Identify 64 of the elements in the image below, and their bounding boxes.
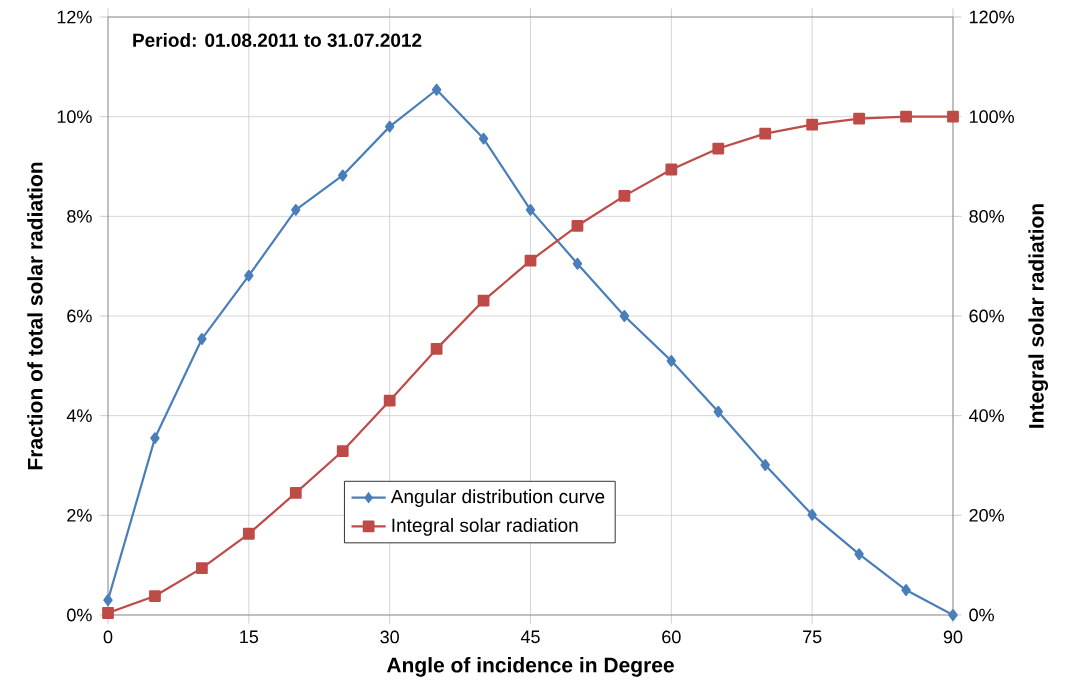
point bbox=[103, 594, 113, 606]
point bbox=[244, 269, 254, 282]
x-tick-label: 60 bbox=[662, 630, 681, 644]
point bbox=[619, 310, 630, 322]
point bbox=[665, 163, 678, 176]
y-tick-label: 8% bbox=[67, 209, 92, 223]
point bbox=[760, 459, 770, 471]
y2-tick-label: 20% bbox=[969, 508, 1004, 522]
point bbox=[807, 508, 817, 521]
y-tick-label: 6% bbox=[67, 309, 92, 323]
point bbox=[149, 590, 161, 602]
point bbox=[524, 254, 537, 267]
y2-tick-label: 80% bbox=[969, 209, 1004, 223]
point bbox=[431, 83, 442, 96]
y-tick-label: 0% bbox=[67, 608, 92, 622]
point bbox=[336, 445, 349, 457]
y2-axis-title: Integral solar radiation bbox=[1028, 204, 1049, 428]
y-tick-label: 12% bbox=[57, 10, 92, 24]
point bbox=[618, 190, 631, 202]
point bbox=[572, 257, 583, 270]
x-tick-label: 45 bbox=[520, 630, 540, 644]
point bbox=[383, 394, 396, 407]
y2-tick-label: 60% bbox=[969, 309, 1004, 323]
x-tick-label: 90 bbox=[943, 630, 963, 644]
point bbox=[806, 118, 819, 131]
point bbox=[430, 342, 443, 355]
point bbox=[478, 132, 489, 145]
point bbox=[901, 584, 911, 596]
point bbox=[759, 127, 772, 140]
y-tick-label: 10% bbox=[57, 110, 92, 124]
y-tick-label: 2% bbox=[67, 508, 92, 522]
x-tick-label: 30 bbox=[380, 630, 399, 644]
point bbox=[150, 432, 160, 444]
point bbox=[338, 169, 348, 182]
point bbox=[854, 548, 864, 561]
y2-tick-label: 100% bbox=[969, 110, 1014, 124]
point bbox=[197, 333, 207, 345]
point bbox=[291, 203, 301, 216]
y2-tick-label: 120% bbox=[969, 10, 1014, 24]
point bbox=[712, 142, 725, 155]
point bbox=[947, 110, 959, 123]
point bbox=[900, 110, 912, 123]
x-tick-label: 15 bbox=[240, 630, 259, 644]
x-axis-title: Angle of incidence in Degree bbox=[386, 657, 674, 677]
point bbox=[384, 120, 395, 133]
y2-tick-label: 0% bbox=[969, 608, 994, 622]
point bbox=[242, 527, 255, 540]
point bbox=[713, 405, 723, 418]
annotation: Period: 01.08.2011 to 31.07.2012 bbox=[133, 33, 422, 48]
y-tick-label: 4% bbox=[66, 409, 92, 422]
point bbox=[477, 294, 490, 307]
point bbox=[853, 112, 866, 125]
point bbox=[102, 607, 114, 619]
y2-tick-label: 40% bbox=[969, 409, 1004, 423]
legend-label: Integral solar radiation bbox=[392, 518, 578, 536]
point bbox=[666, 354, 677, 367]
point bbox=[571, 219, 584, 232]
point bbox=[289, 487, 302, 499]
point bbox=[525, 203, 536, 216]
y-axis-title: Fraction of total solar radiation bbox=[27, 162, 43, 470]
legend-label: Angular distribution curve bbox=[390, 489, 605, 508]
x-tick-label: 0 bbox=[103, 630, 113, 644]
point bbox=[195, 562, 208, 575]
x-tick-label: 75 bbox=[803, 630, 822, 644]
